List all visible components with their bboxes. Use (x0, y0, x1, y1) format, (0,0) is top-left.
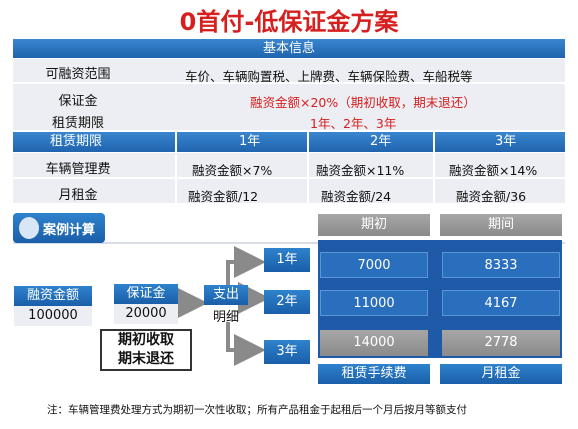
lease-term-value: 1年、2年、3年 (310, 116, 397, 131)
lease-term-label: 租赁期限 (51, 116, 104, 131)
case-deposit-value: 20000 (114, 304, 178, 324)
footer-rent-label: 月租金 (440, 364, 562, 384)
term-2y: 2年 (370, 134, 392, 149)
mgmt-fee-2y: 融资金额×11% (316, 163, 405, 178)
case-divider-line (13, 242, 565, 244)
term-1y: 1年 (239, 134, 261, 149)
monthly-rent-3y: 融资金额/36 (456, 189, 527, 204)
deposit-note-box: 期初收取 期末退还 (100, 329, 192, 371)
case-term-1y: 1年 (264, 248, 310, 272)
person-icon (19, 217, 39, 239)
mgmt-fee-1y: 融资金额×7% (192, 163, 273, 178)
basic-info-header: 基本信息 (13, 39, 565, 58)
period-2y: 4167 (442, 290, 560, 316)
page-title: 0首付-低保证金方案 (179, 8, 399, 36)
term-3y: 3年 (495, 134, 517, 149)
row-deposit-term (13, 84, 565, 131)
deposit-formula: 融资金额×20%（期初收取，期末退还） (250, 95, 476, 110)
expense-label: 支出 (204, 285, 248, 305)
case-term-2y: 2年 (264, 290, 310, 314)
financing-amount-label: 融资金额 (14, 286, 92, 306)
initial-3y: 14000 (320, 330, 428, 356)
deposit-note-line1: 期初收取 (118, 332, 174, 348)
column-divider (307, 132, 309, 204)
term-header-band: 租赁期限 1年 2年 3年 (13, 132, 565, 152)
case-term-3y: 3年 (264, 340, 310, 364)
deposit-value: 融资金额×20%（期初收取，期末退还） (250, 92, 476, 111)
column-divider (433, 132, 435, 204)
mgmt-fee-label: 车辆管理费 (45, 162, 111, 177)
arrow-to-3y (226, 322, 266, 366)
row-monthly-rent (13, 179, 565, 204)
monthly-rent-label: 月租金 (58, 188, 98, 203)
case-badge: 案例计算 (13, 213, 105, 243)
row-mgmt-fee (13, 153, 565, 178)
deposit-note-line2: 期末退还 (118, 351, 174, 367)
deposit-label: 保证金 (58, 94, 98, 109)
col-header-initial: 期初 (318, 214, 430, 236)
footnote: 注：车辆管理费处理方式为期初一次性收取；所有产品租金于起租后一个月后按月等额支付 (47, 404, 467, 416)
financing-amount-value: 100000 (14, 306, 92, 326)
period-1y: 8333 (442, 252, 560, 278)
arrow-to-1y (226, 246, 266, 286)
initial-2y: 11000 (320, 290, 428, 316)
case-deposit-label: 保证金 (114, 284, 178, 304)
term-header-label: 租赁期限 (50, 134, 103, 149)
monthly-rent-2y: 融资金额/24 (321, 189, 392, 204)
mgmt-fee-3y: 融资金额×14% (449, 163, 538, 178)
column-divider (175, 132, 177, 204)
col-header-period: 期间 (440, 214, 562, 236)
financing-scope-value: 车价、车辆购置税、上牌费、车辆保险费、车船税等 (185, 69, 473, 84)
footer-fee-label: 租赁手续费 (318, 364, 430, 384)
case-badge-label: 案例计算 (43, 223, 96, 238)
row-financing-scope (13, 59, 565, 83)
expense-sub: 明细 (212, 310, 239, 325)
initial-1y: 7000 (320, 252, 428, 278)
monthly-rent-1y: 融资金额/12 (188, 189, 259, 204)
period-3y: 2778 (442, 330, 560, 356)
financing-scope-label: 可融资范围 (45, 67, 111, 82)
